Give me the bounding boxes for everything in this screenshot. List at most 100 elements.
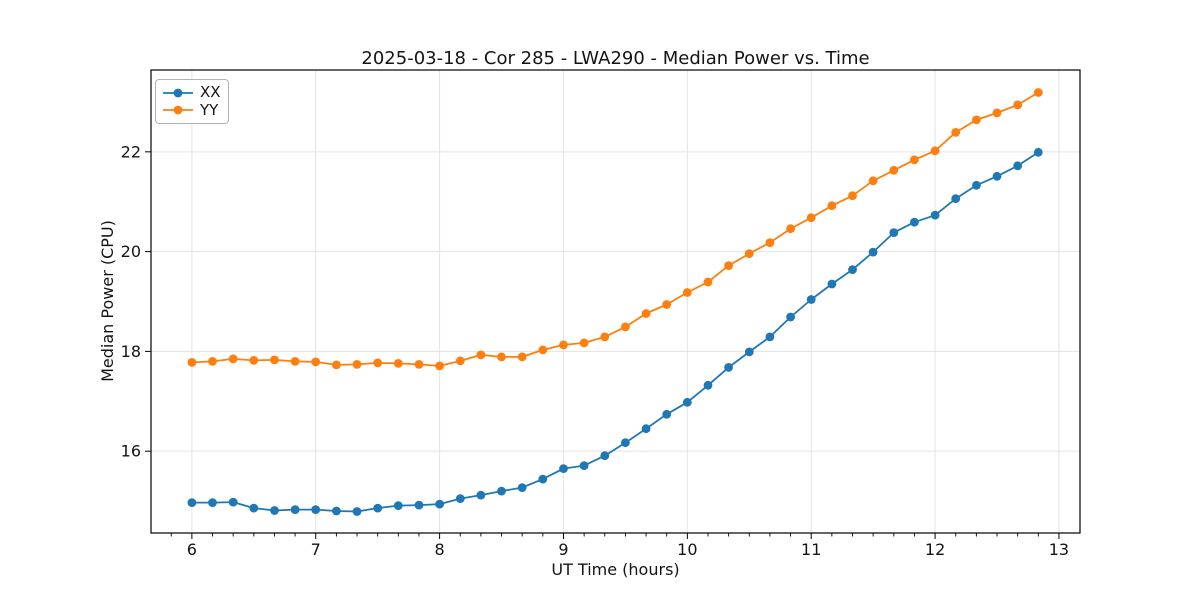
series-xx-point	[455, 494, 465, 503]
series-xx-point	[559, 464, 568, 473]
series-yy-point	[352, 360, 362, 369]
series-yy-point	[972, 115, 981, 125]
series-xx-point	[724, 363, 733, 372]
plot-border	[150, 69, 1081, 534]
series-yy-point	[455, 356, 465, 366]
series-xx-point	[806, 295, 816, 304]
series-yy-point	[827, 201, 837, 211]
series-xx-point	[682, 397, 692, 407]
series-yy-point	[228, 354, 238, 364]
series-xx-point	[1013, 161, 1023, 171]
series-yy-point	[414, 360, 424, 369]
series-yy-point	[930, 146, 940, 156]
series-yy-point	[1033, 88, 1043, 97]
series-yy-point	[951, 127, 961, 137]
series-yy-point	[848, 191, 857, 201]
legend: XX YY	[155, 79, 229, 124]
series-xx-point	[848, 265, 857, 274]
series-xx-point	[662, 409, 672, 419]
x-axis-label: UT Time (hours)	[551, 560, 680, 579]
legend-marker-icon	[163, 105, 193, 115]
chart-title: 2025-03-18 - Cor 285 - LWA290 - Median P…	[361, 48, 870, 69]
series-xx-point	[600, 451, 610, 461]
series-xx-point	[187, 498, 197, 507]
series-yy-point	[910, 155, 919, 165]
series-yy-point	[373, 358, 383, 368]
series-yy-point	[806, 213, 816, 223]
series-yy-point	[249, 356, 259, 365]
series-xx-point	[311, 505, 321, 514]
series-xx-point	[1033, 147, 1043, 157]
series-xx-point	[786, 312, 795, 322]
series-yy-point	[538, 345, 548, 355]
series-yy-point	[682, 288, 692, 297]
series-xx-point	[579, 461, 589, 470]
series-xx-point	[352, 507, 362, 516]
series-xx-point	[827, 279, 837, 289]
series-yy-point	[187, 358, 197, 367]
legend-label: YY	[200, 100, 219, 119]
series-yy-point	[662, 300, 672, 309]
series-xx-point	[517, 483, 527, 492]
series-yy-point	[765, 238, 775, 248]
legend-marker-icon	[163, 88, 193, 98]
x-tick-label: 8	[435, 540, 445, 559]
x-tick-label: 11	[801, 540, 821, 559]
series-yy-point	[621, 322, 630, 332]
y-axis-label: Median Power (CPU)	[98, 220, 118, 382]
series-yy-line	[191, 91, 1039, 367]
series-xx-point	[641, 424, 651, 434]
series-yy-point	[435, 361, 444, 371]
y-tick-label: 18	[121, 342, 141, 361]
x-tick-label: 9	[558, 540, 568, 559]
series-xx-point	[744, 347, 754, 357]
series-xx-point	[951, 194, 961, 204]
series-xx-point	[373, 503, 383, 513]
series-xx-point	[228, 497, 238, 507]
series-yy-point	[208, 357, 217, 366]
series-xx-point	[538, 474, 548, 484]
series-yy-point	[393, 359, 403, 368]
series-xx-point	[910, 217, 919, 227]
series-yy-point	[786, 224, 795, 234]
x-tick-label: 13	[1049, 540, 1069, 559]
series-xx-point	[435, 499, 444, 509]
series-xx-point	[393, 501, 403, 510]
series-xx-point	[889, 228, 899, 238]
x-tick-label: 6	[187, 540, 197, 559]
series-yy-point	[992, 108, 1002, 118]
series-yy-point	[703, 277, 713, 287]
series-xx-point	[930, 210, 940, 220]
series-yy-point	[497, 352, 506, 362]
series-yy-point	[724, 261, 733, 270]
series-xx-point	[972, 180, 981, 190]
series-yy-point	[579, 338, 589, 348]
y-tick-label: 22	[121, 142, 141, 161]
x-tick-label: 12	[925, 540, 945, 559]
series-xx-point	[414, 500, 424, 510]
series-xx-point	[703, 380, 713, 390]
series-yy-point	[270, 355, 279, 365]
legend-item-yy: YY	[162, 102, 222, 119]
legend-label: XX	[200, 83, 221, 102]
series-xx-point	[497, 486, 506, 496]
series-yy-point	[1013, 100, 1023, 110]
x-tick-label: 7	[311, 540, 321, 559]
series-xx-point	[290, 505, 300, 514]
series-yy-point	[517, 352, 527, 362]
series-xx-point	[270, 506, 279, 515]
series-yy-point	[476, 350, 486, 360]
series-yy-point	[559, 340, 568, 350]
series-yy-point	[744, 249, 754, 258]
y-tick-label: 20	[121, 242, 141, 261]
x-tick-label: 10	[677, 540, 697, 559]
series-yy-point	[868, 176, 878, 186]
series-xx-point	[332, 506, 341, 516]
series-yy-point	[311, 357, 321, 367]
series-xx-point	[476, 490, 486, 500]
series-xx-point	[765, 332, 775, 342]
legend-item-xx: XX	[162, 84, 222, 101]
series-yy-point	[332, 360, 341, 370]
